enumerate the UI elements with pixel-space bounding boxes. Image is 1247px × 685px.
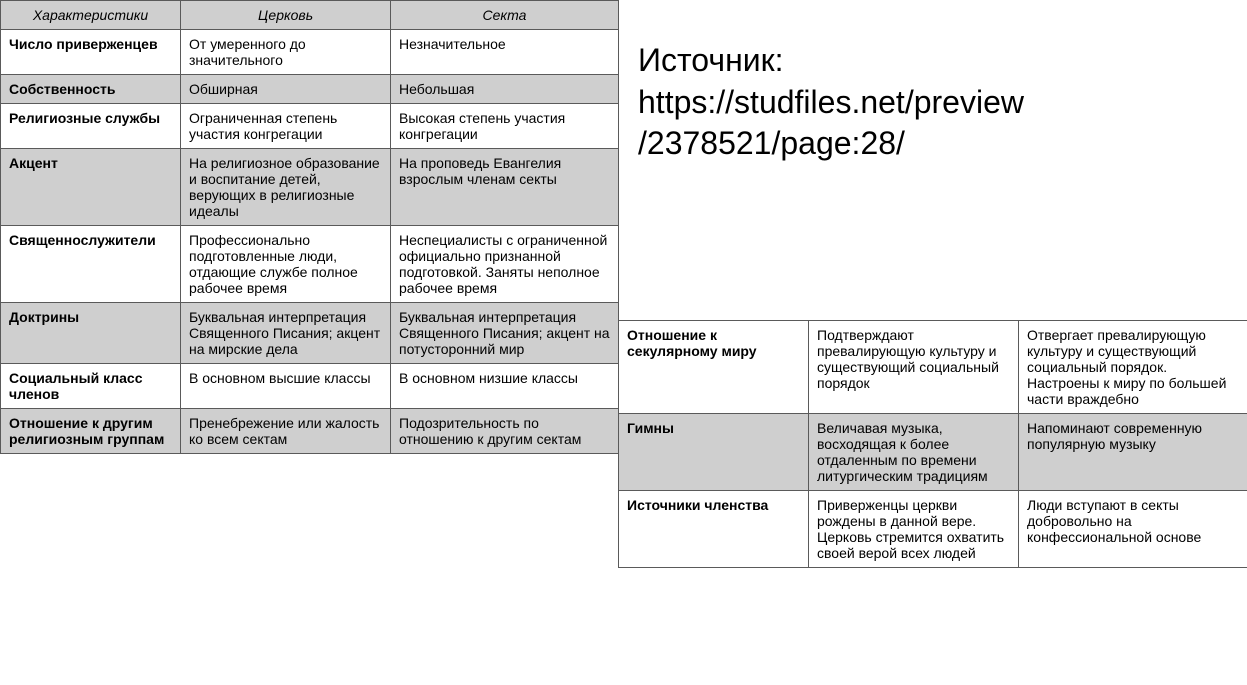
right-panel: Источник: https://studfiles.net/preview …	[618, 0, 1247, 685]
table-row: Религиозные службыОграниченная степень у…	[1, 104, 619, 149]
row-header-cell: Собственность	[1, 75, 181, 104]
row-header-cell: Отношение к другим религиозным группам	[1, 409, 181, 454]
row-header-cell: Источники членства	[619, 491, 809, 568]
data-cell: В основном высшие классы	[181, 364, 391, 409]
data-cell: На религиозное образование и воспитание …	[181, 149, 391, 226]
table-row: СвященнослужителиПрофессионально подгото…	[1, 226, 619, 303]
table-row: ДоктриныБуквальная интерпретация Священн…	[1, 303, 619, 364]
data-cell: Профессионально подготовленные люди, отд…	[181, 226, 391, 303]
table-header-row: Характеристики Церковь Секта	[1, 1, 619, 30]
table-row: Источники членстваПриверженцы церкви рож…	[619, 491, 1247, 568]
table-row: Число приверженцевОт умеренного до значи…	[1, 30, 619, 75]
table-row: АкцентНа религиозное образование и воспи…	[1, 149, 619, 226]
table-row: СобственностьОбширнаяНебольшая	[1, 75, 619, 104]
data-cell: Высокая степень участия конгрегации	[391, 104, 619, 149]
table-row: Отношение к другим религиозным группамПр…	[1, 409, 619, 454]
data-cell: Пренебрежение или жалость ко всем сектам	[181, 409, 391, 454]
data-cell: Подтверждают превалирующую культуру и су…	[809, 321, 1019, 414]
data-cell: От умеренного до значительного	[181, 30, 391, 75]
row-header-cell: Доктрины	[1, 303, 181, 364]
table-row: Отношение к секулярному мируПодтверждают…	[619, 321, 1247, 414]
data-cell: Обширная	[181, 75, 391, 104]
data-cell: Неспециалисты с ограниченной официально …	[391, 226, 619, 303]
left-table-panel: Характеристики Церковь Секта Число приве…	[0, 0, 618, 685]
data-cell: Приверженцы церкви рождены в данной вере…	[809, 491, 1019, 568]
data-cell: Буквальная интерпретация Священного Писа…	[391, 303, 619, 364]
data-cell: Отвергает превалирующую культуру и сущес…	[1019, 321, 1247, 414]
data-cell: В основном низшие классы	[391, 364, 619, 409]
comparison-table-left: Характеристики Церковь Секта Число приве…	[0, 0, 619, 454]
data-cell: Подозрительность по отношению к другим с…	[391, 409, 619, 454]
source-label: Источник:	[638, 40, 1237, 82]
data-cell: Буквальная интерпретация Священного Писа…	[181, 303, 391, 364]
data-cell: Величавая музыка, восходящая к более отд…	[809, 414, 1019, 491]
data-cell: Напоминают современную популярную музыку	[1019, 414, 1247, 491]
header-characteristics: Характеристики	[1, 1, 181, 30]
header-sect: Секта	[391, 1, 619, 30]
row-header-cell: Гимны	[619, 414, 809, 491]
row-header-cell: Число приверженцев	[1, 30, 181, 75]
row-header-cell: Социальный класс членов	[1, 364, 181, 409]
data-cell: Ограниченная степень участия конгрегации	[181, 104, 391, 149]
row-header-cell: Отношение к секулярному миру	[619, 321, 809, 414]
data-cell: На проповедь Евангелия взрослым членам с…	[391, 149, 619, 226]
table-row: ГимныВеличавая музыка, восходящая к боле…	[619, 414, 1247, 491]
table-row: Социальный класс членовВ основном высшие…	[1, 364, 619, 409]
row-header-cell: Священнослужители	[1, 226, 181, 303]
source-url-line1: https://studfiles.net/preview	[638, 82, 1237, 124]
source-url-line2: /2378521/page:28/	[638, 123, 1237, 165]
header-church: Церковь	[181, 1, 391, 30]
row-header-cell: Религиозные службы	[1, 104, 181, 149]
data-cell: Незначительное	[391, 30, 619, 75]
data-cell: Небольшая	[391, 75, 619, 104]
source-block: Источник: https://studfiles.net/preview …	[618, 0, 1247, 320]
comparison-table-right: Отношение к секулярному мируПодтверждают…	[618, 320, 1247, 568]
row-header-cell: Акцент	[1, 149, 181, 226]
data-cell: Люди вступают в секты добровольно на кон…	[1019, 491, 1247, 568]
